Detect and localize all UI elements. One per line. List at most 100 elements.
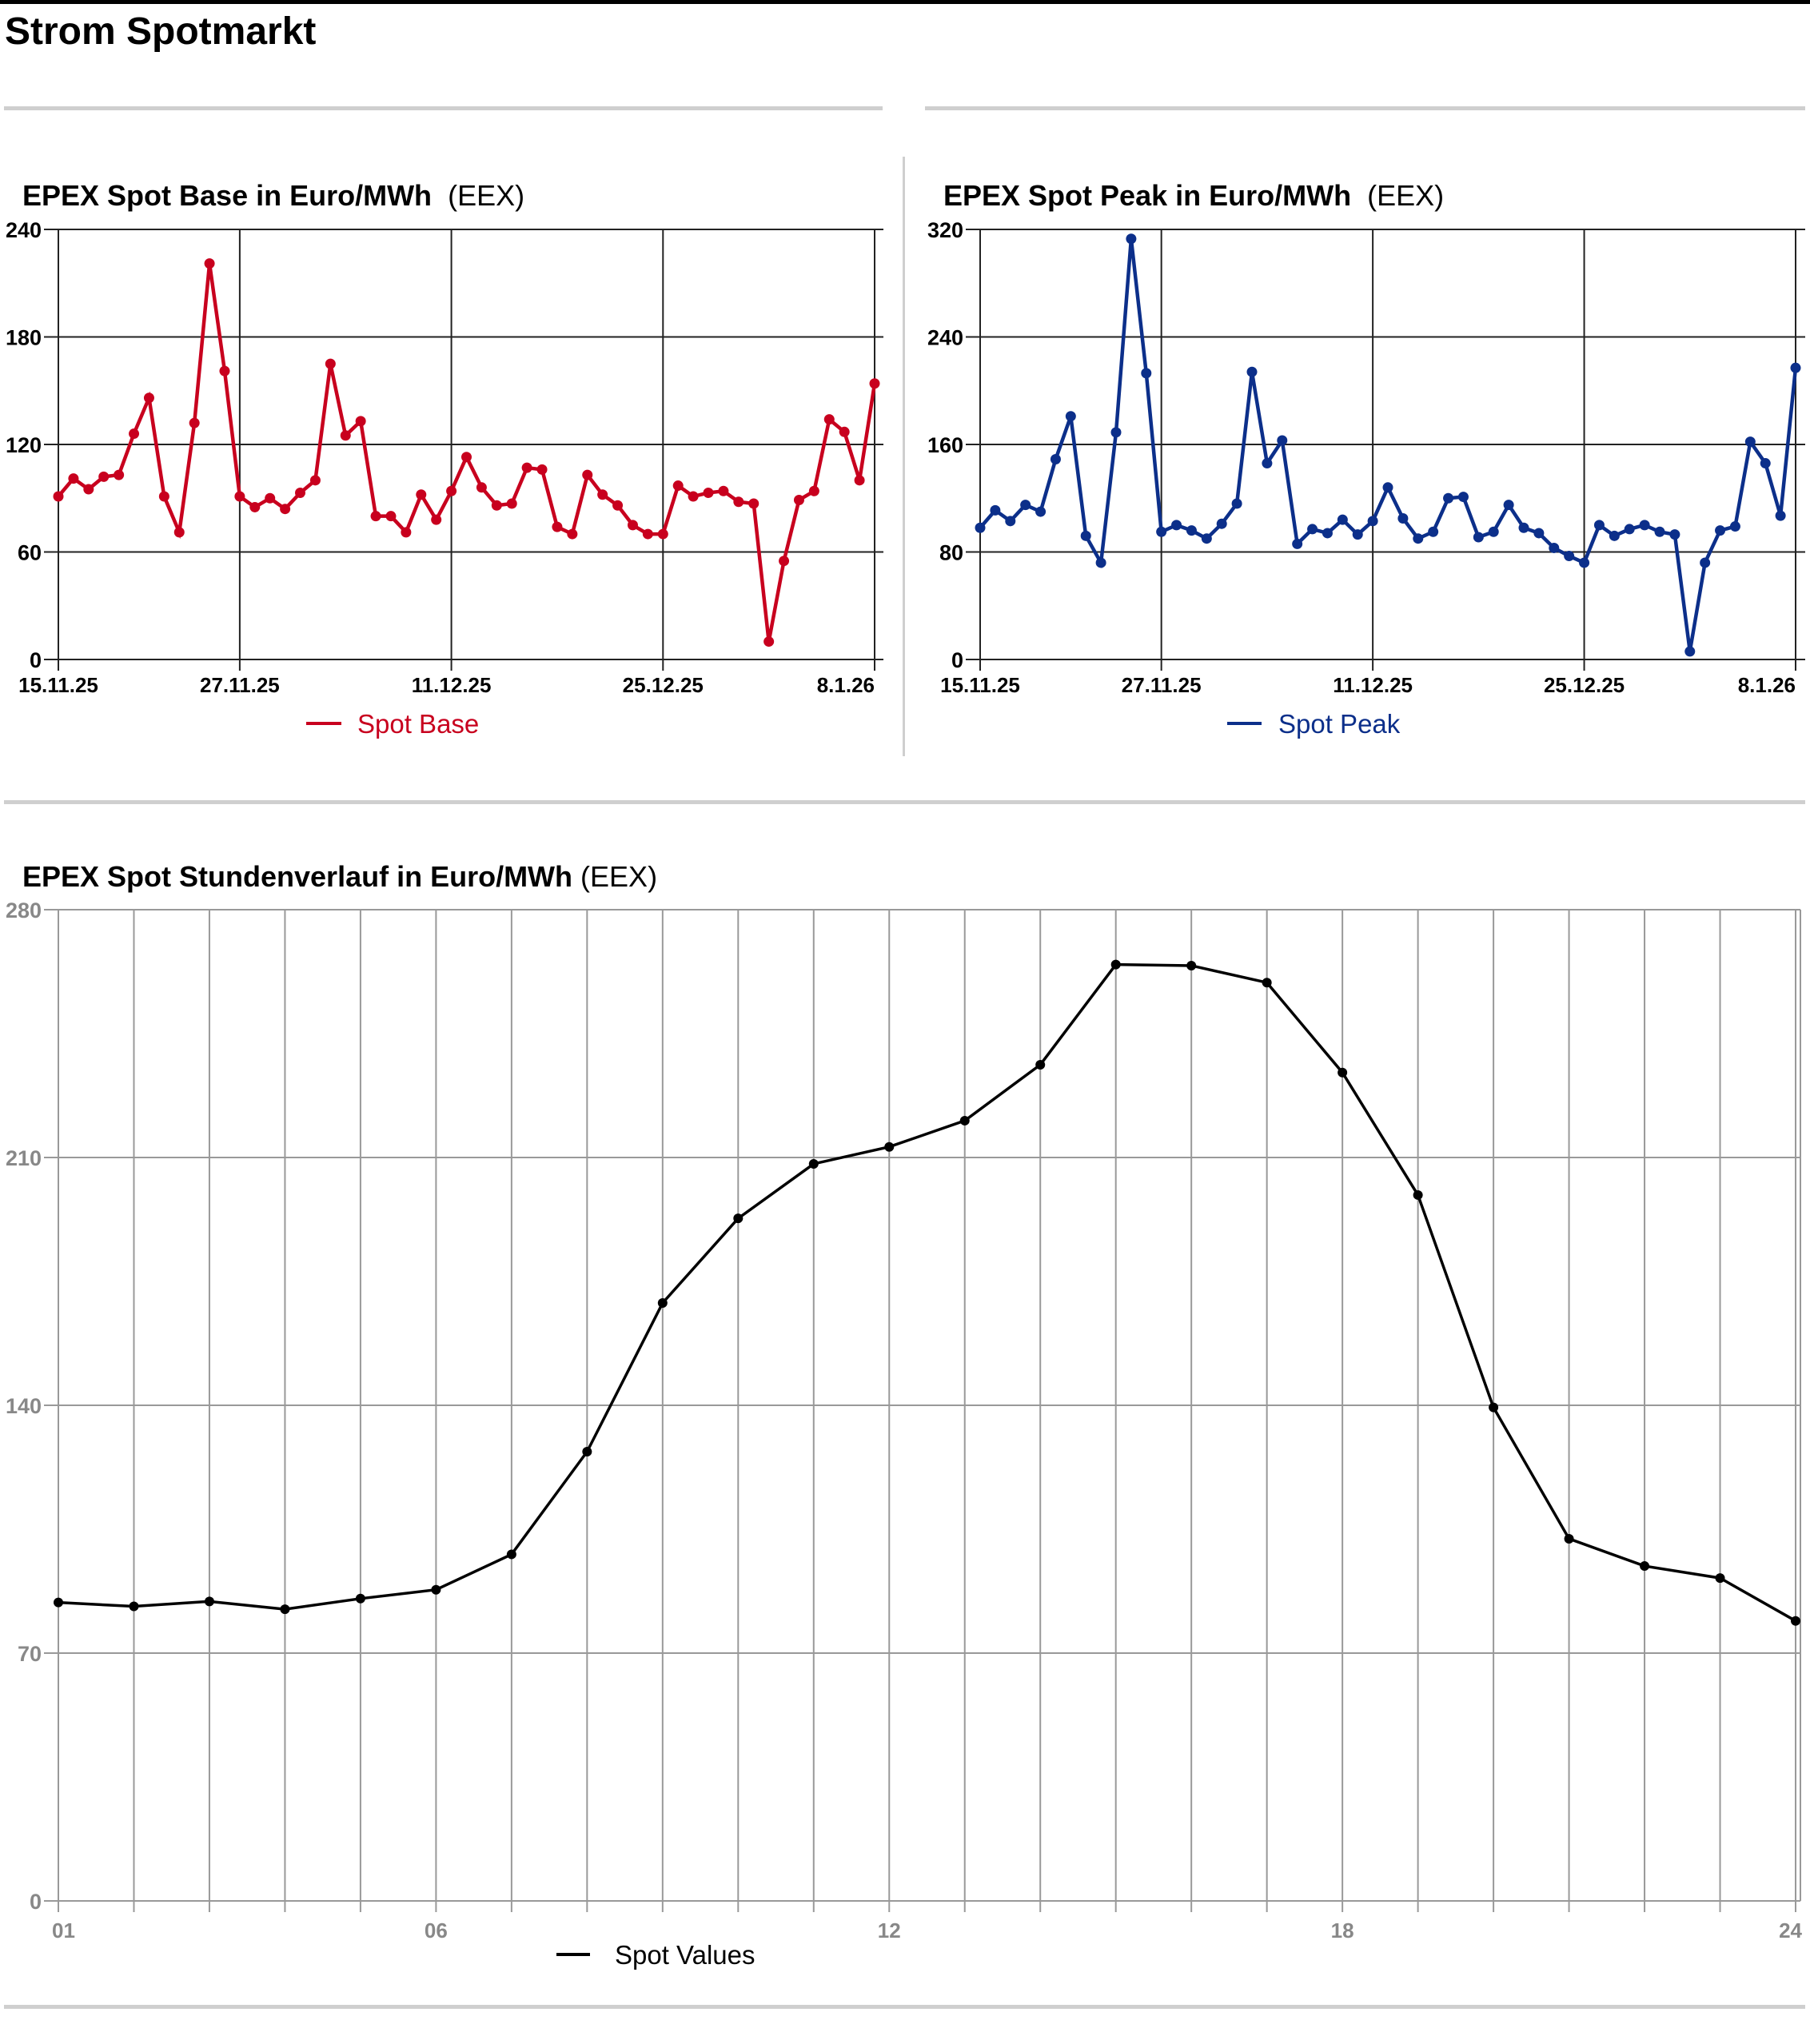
peak-data-point: [1216, 518, 1227, 529]
hourly-xtick-label: 01: [52, 1918, 75, 1942]
hourly-data-point: [355, 1593, 365, 1604]
base-data-point: [340, 430, 351, 441]
peak-data-point: [1684, 646, 1696, 657]
base-data-point: [506, 498, 517, 509]
base-data-point: [552, 521, 563, 532]
hourly-data-point: [1640, 1561, 1650, 1572]
base-data-point: [416, 489, 427, 500]
peak-data-point: [1443, 492, 1454, 504]
hourly-chart-title-text: EPEX Spot Stundenverlauf in Euro/MWh: [22, 860, 573, 893]
peak-data-point: [1669, 529, 1680, 540]
hourly-series-line: [58, 962, 1796, 1623]
base-data-point: [657, 528, 668, 540]
peak-data-point: [1367, 516, 1378, 527]
base-data-point: [370, 511, 381, 522]
base-ytick-label: 0: [30, 648, 42, 672]
peak-data-point: [1700, 557, 1711, 568]
base-data-point: [733, 496, 744, 508]
peak-data-point: [1352, 529, 1363, 540]
hourly-data-point: [506, 1549, 516, 1560]
vertical-divider: [903, 157, 905, 756]
peak-ytick-label: 0: [951, 648, 963, 672]
peak-data-point: [975, 522, 986, 533]
peak-data-point: [1141, 368, 1152, 379]
peak-data-point: [1549, 542, 1560, 553]
divider-left: [4, 106, 883, 110]
hourly-data-point: [1262, 978, 1272, 988]
hourly-ytick-label: 140: [6, 1394, 42, 1418]
peak-data-point: [1715, 525, 1726, 536]
hourly-data-point: [1489, 1402, 1499, 1412]
hourly-data-point: [1186, 960, 1197, 970]
base-data-point: [854, 475, 865, 486]
base-xtick-label: 15.11.25: [18, 673, 98, 697]
hourly-xtick-label: 24: [1779, 1918, 1802, 1942]
peak-data-point: [1307, 524, 1318, 535]
peak-data-point: [1035, 506, 1047, 517]
peak-data-point: [1065, 411, 1076, 422]
base-data-point: [823, 414, 835, 425]
peak-xtick-label: 25.12.25: [1544, 673, 1625, 697]
base-ytick-label: 120: [6, 433, 42, 457]
hourly-ytick-label: 280: [6, 898, 42, 922]
hourly-data-point: [1110, 959, 1121, 970]
base-data-point: [98, 471, 110, 482]
hourly-data-point: [1035, 1059, 1046, 1070]
base-data-point: [793, 494, 804, 505]
peak-data-point: [1292, 538, 1303, 549]
base-data-point: [688, 491, 699, 502]
hourly-legend-label: Spot Values: [615, 1940, 755, 1970]
peak-data-point: [1246, 366, 1258, 377]
base-data-point: [521, 462, 532, 473]
hourly-data-point: [959, 1115, 970, 1126]
peak-data-point: [1322, 528, 1333, 539]
base-data-point: [476, 482, 487, 493]
peak-data-point: [1790, 362, 1801, 373]
base-data-point: [53, 491, 64, 502]
peak-data-point: [1050, 453, 1061, 464]
hourly-data-point: [808, 1158, 819, 1169]
hourly-ytick-label: 70: [18, 1642, 42, 1666]
peak-data-point: [1744, 436, 1756, 448]
hourly-chart-source: (EEX): [580, 860, 658, 893]
divider-middle: [4, 800, 1805, 804]
peak-data-point: [1262, 458, 1273, 469]
divider-right: [925, 106, 1805, 110]
base-data-point: [461, 452, 472, 463]
peak-legend-label: Spot Peak: [1278, 709, 1401, 739]
peak-data-point: [1156, 526, 1167, 537]
peak-chart-title: EPEX Spot Peak in Euro/MWh (EEX): [943, 179, 1444, 213]
base-xtick-label: 11.12.25: [412, 673, 492, 697]
peak-data-point: [1110, 427, 1122, 438]
hourly-data-point: [884, 1142, 895, 1152]
base-xtick-label: 8.1.26: [817, 673, 875, 697]
hourly-chart-title: EPEX Spot Stundenverlauf in Euro/MWh (EE…: [22, 860, 657, 894]
base-data-point: [129, 428, 140, 440]
peak-data-point: [1518, 522, 1529, 533]
hourly-data-point: [54, 1597, 63, 1608]
peak-ytick-label: 80: [939, 541, 963, 565]
hourly-data-point: [204, 1596, 214, 1607]
peak-data-point: [1413, 533, 1424, 544]
base-data-point: [763, 636, 775, 647]
base-xtick-label: 27.11.25: [200, 673, 280, 697]
base-ytick-label: 240: [6, 218, 42, 242]
hourly-ytick-label: 0: [30, 1890, 42, 1914]
base-data-point: [280, 504, 291, 515]
peak-data-point: [1760, 458, 1771, 469]
base-data-point: [748, 498, 759, 509]
base-data-point: [143, 392, 154, 404]
hourly-data-point: [1413, 1189, 1423, 1200]
base-legend-label: Spot Base: [357, 709, 479, 739]
base-chart-title: EPEX Spot Base in Euro/MWh (EEX): [22, 179, 524, 213]
peak-data-point: [1186, 525, 1197, 536]
peak-data-point: [1624, 524, 1635, 535]
base-data-point: [431, 514, 442, 525]
base-data-point: [612, 500, 624, 511]
base-data-point: [567, 528, 578, 540]
hourly-data-point: [733, 1213, 744, 1224]
peak-data-point: [1503, 500, 1514, 511]
base-data-point: [219, 365, 230, 377]
peak-data-point: [1231, 498, 1242, 509]
